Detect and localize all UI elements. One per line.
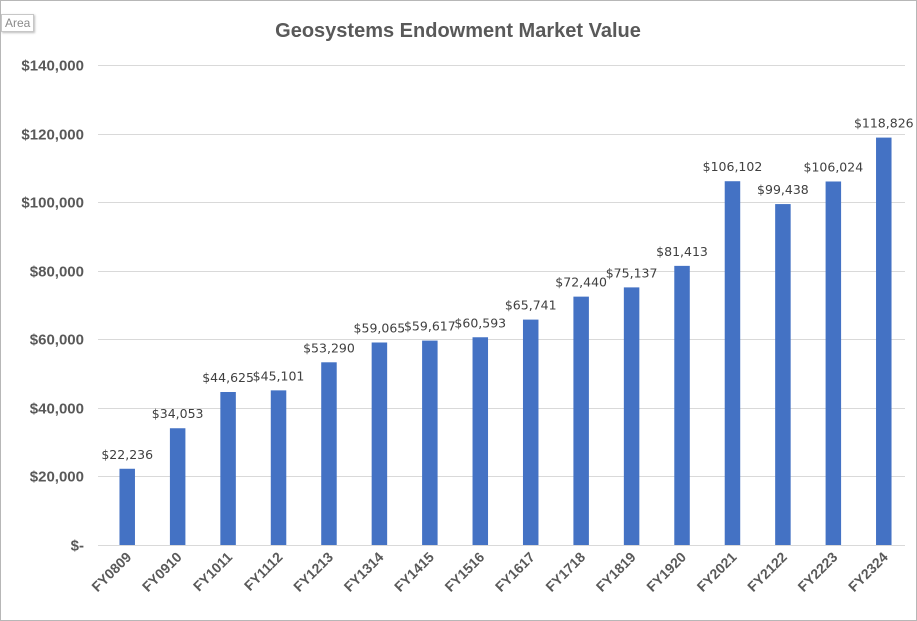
- bar: [623, 287, 640, 545]
- bar: [321, 362, 337, 545]
- bar: [674, 265, 690, 545]
- bar: [270, 390, 287, 545]
- bar: [422, 340, 438, 545]
- data-label: $106,102: [703, 159, 763, 174]
- bar: [876, 137, 892, 546]
- data-labels: $22,236 $34,053 $44,625$45,101 $53,290 $59,0…: [101, 116, 913, 462]
- data-label: $34,053: [152, 406, 204, 421]
- x-axis-ticks: FY0809 FY0910 FY1011 FY1112 FY1213 FY1314 FY14…: [88, 549, 891, 595]
- bar: [573, 296, 589, 545]
- bars: [119, 137, 892, 546]
- x-tick-label: FY2223: [794, 549, 840, 595]
- y-axis-ticks: $- $20,000 $40,000 $60,000 $80,000 $100,000 $1…: [21, 58, 84, 555]
- data-label: $75,137: [606, 265, 658, 280]
- y-tick-label: $80,000: [30, 264, 84, 281]
- chart-title: Geosystems Endowment Market Value: [275, 20, 641, 42]
- bar: [169, 428, 186, 545]
- x-tick-label: FY2122: [744, 549, 790, 595]
- y-tick-label: $120,000: [21, 127, 84, 144]
- x-tick-label: FY1415: [391, 549, 437, 595]
- y-tick-label: $100,000: [21, 195, 84, 212]
- x-tick-label: FY1819: [593, 549, 639, 595]
- x-tick-label: FY1112: [241, 549, 286, 594]
- data-label: $59,065: [354, 320, 406, 335]
- x-tick-label: FY2021: [694, 549, 740, 595]
- bar: [220, 392, 236, 545]
- x-tick-label: FY0809: [88, 549, 134, 595]
- x-tick-label: FY0910: [139, 549, 185, 595]
- y-tick-label: $140,000: [21, 58, 84, 75]
- data-label: $59,617: [404, 319, 456, 334]
- chart-area-tooltip: Area: [1, 14, 35, 32]
- y-tick-label: $40,000: [30, 401, 84, 418]
- data-label: $22,236: [101, 447, 153, 462]
- bar: [371, 342, 388, 545]
- bar: [472, 337, 489, 545]
- x-tick-label: FY1011: [190, 549, 236, 595]
- bar: [724, 181, 741, 545]
- data-label: $99,438: [757, 182, 809, 197]
- x-tick-label: FY1617: [492, 549, 538, 595]
- y-tick-label: $-: [71, 538, 84, 555]
- x-tick-label: FY1314: [341, 549, 387, 595]
- data-label: $81,413: [656, 244, 708, 259]
- y-tick-label: $20,000: [30, 469, 84, 486]
- data-label: $106,024: [804, 159, 864, 174]
- bar: [825, 181, 842, 545]
- bar: [775, 204, 791, 546]
- bar: [522, 319, 539, 545]
- x-tick-label: FY1213: [290, 549, 336, 595]
- data-label: $72,440: [555, 275, 607, 290]
- x-tick-label: FY1920: [643, 549, 689, 595]
- x-tick-label: FY1718: [542, 549, 588, 595]
- data-label: $118,826: [854, 116, 914, 131]
- data-label: $44,625: [202, 370, 254, 385]
- data-label: $60,593: [454, 315, 506, 330]
- data-label: $45,101: [253, 368, 305, 383]
- y-tick-label: $60,000: [30, 332, 84, 349]
- data-label: $65,741: [505, 298, 557, 313]
- bar: [119, 468, 135, 545]
- x-tick-label: FY2324: [845, 549, 891, 595]
- x-tick-label: FY1516: [441, 549, 487, 595]
- data-label: $53,290: [303, 340, 355, 355]
